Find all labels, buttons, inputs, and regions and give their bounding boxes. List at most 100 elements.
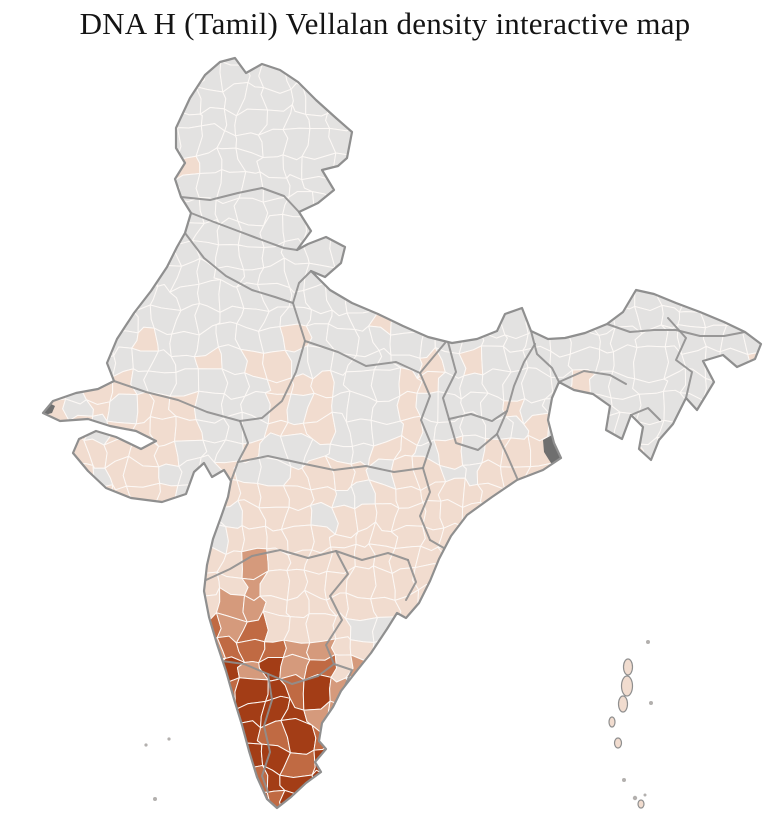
district-cell[interactable] bbox=[589, 262, 614, 293]
district-cell[interactable] bbox=[742, 321, 770, 356]
district-cell[interactable] bbox=[654, 609, 687, 644]
district-cell[interactable] bbox=[562, 127, 599, 154]
district-cell[interactable] bbox=[42, 543, 70, 574]
district-cell[interactable] bbox=[418, 771, 440, 798]
district-cell[interactable] bbox=[134, 102, 153, 135]
district-cell[interactable] bbox=[151, 199, 181, 224]
district-cell[interactable] bbox=[0, 764, 26, 792]
district-cell[interactable] bbox=[677, 39, 704, 68]
district-cell[interactable] bbox=[326, 198, 359, 225]
district-cell[interactable] bbox=[16, 502, 49, 530]
district-cell[interactable] bbox=[461, 521, 491, 550]
district-cell[interactable] bbox=[504, 107, 533, 133]
district-cell[interactable] bbox=[106, 527, 138, 552]
district-cell[interactable] bbox=[764, 419, 770, 438]
district-cell[interactable] bbox=[460, 434, 486, 466]
district-cell[interactable] bbox=[675, 193, 711, 219]
district-cell[interactable] bbox=[175, 659, 200, 686]
district-cell[interactable] bbox=[504, 147, 530, 179]
district-cell[interactable] bbox=[679, 103, 708, 142]
district-cell[interactable] bbox=[655, 63, 686, 93]
district-cell[interactable] bbox=[764, 391, 770, 423]
district-cell[interactable] bbox=[0, 727, 24, 751]
district-cell[interactable] bbox=[199, 809, 216, 813]
district-cell[interactable] bbox=[764, 328, 770, 355]
district-cell[interactable] bbox=[436, 662, 458, 685]
district-cell[interactable] bbox=[609, 258, 634, 285]
district-cell[interactable] bbox=[41, 745, 72, 773]
district-cell[interactable] bbox=[60, 61, 95, 89]
district-cell[interactable] bbox=[0, 595, 27, 618]
district-cell[interactable] bbox=[675, 784, 705, 813]
district-cell[interactable] bbox=[18, 572, 49, 597]
district-cell[interactable] bbox=[631, 45, 659, 73]
district-cell[interactable] bbox=[436, 610, 469, 644]
district-cell[interactable] bbox=[699, 591, 726, 618]
district-cell[interactable] bbox=[371, 789, 396, 813]
district-cell[interactable] bbox=[743, 634, 770, 657]
district-cell[interactable] bbox=[654, 478, 680, 511]
district-cell[interactable] bbox=[65, 126, 95, 157]
district-cell[interactable] bbox=[506, 41, 535, 65]
district-cell[interactable] bbox=[5, 392, 18, 419]
district-cell[interactable] bbox=[325, 106, 358, 132]
district-cell[interactable] bbox=[570, 418, 595, 443]
district-cell[interactable] bbox=[413, 702, 438, 724]
district-cell[interactable] bbox=[456, 544, 491, 575]
district-cell[interactable] bbox=[87, 810, 109, 813]
district-cell[interactable] bbox=[443, 173, 471, 203]
district-cell[interactable] bbox=[574, 765, 591, 798]
district-cell[interactable] bbox=[548, 726, 579, 752]
district-cell[interactable] bbox=[461, 591, 490, 618]
district-cell[interactable] bbox=[37, 608, 70, 645]
district-cell[interactable] bbox=[596, 639, 623, 663]
district-cell[interactable] bbox=[415, 63, 444, 94]
district-cell[interactable] bbox=[0, 549, 27, 579]
district-cell[interactable] bbox=[173, 766, 201, 799]
district-cell[interactable] bbox=[718, 262, 751, 285]
district-cell[interactable] bbox=[347, 158, 370, 179]
district-cell[interactable] bbox=[374, 676, 403, 709]
district-cell[interactable] bbox=[528, 700, 557, 733]
district-cell[interactable] bbox=[151, 656, 179, 688]
district-cell[interactable] bbox=[326, 213, 359, 244]
district-cell[interactable] bbox=[151, 569, 181, 601]
district-cell[interactable] bbox=[351, 168, 375, 203]
district-cell[interactable] bbox=[172, 43, 205, 72]
district-cell[interactable] bbox=[455, 239, 487, 269]
district-cell[interactable] bbox=[437, 196, 466, 227]
district-cell[interactable] bbox=[397, 679, 415, 707]
district-cell[interactable] bbox=[173, 741, 198, 777]
district-cell[interactable] bbox=[311, 769, 330, 793]
district-cell[interactable] bbox=[586, 434, 616, 467]
district-cell[interactable] bbox=[677, 641, 714, 665]
district-cell[interactable] bbox=[128, 198, 158, 224]
district-cell[interactable] bbox=[575, 795, 590, 812]
district-cell[interactable] bbox=[242, 807, 268, 813]
district-cell[interactable] bbox=[3, 224, 28, 248]
district-cell[interactable] bbox=[749, 220, 769, 245]
district-cell[interactable] bbox=[524, 125, 555, 158]
district-cell[interactable] bbox=[76, 286, 111, 312]
district-cell[interactable] bbox=[45, 84, 68, 113]
district-cell[interactable] bbox=[477, 596, 512, 621]
district-cell[interactable] bbox=[194, 390, 225, 424]
island[interactable] bbox=[637, 799, 645, 809]
district-cell[interactable] bbox=[700, 458, 728, 491]
district-cell[interactable] bbox=[705, 217, 730, 249]
district-cell[interactable] bbox=[80, 41, 119, 63]
district-cell[interactable] bbox=[636, 655, 666, 681]
district-cell[interactable] bbox=[213, 786, 246, 809]
district-cell[interactable] bbox=[345, 747, 379, 772]
district-cell[interactable] bbox=[14, 396, 48, 425]
district-cell[interactable] bbox=[90, 590, 115, 621]
district-cell[interactable] bbox=[0, 746, 19, 771]
district-cell[interactable] bbox=[481, 658, 511, 689]
district-cell[interactable] bbox=[192, 718, 224, 751]
district-cell[interactable] bbox=[16, 439, 48, 461]
district-cell[interactable] bbox=[460, 61, 490, 94]
district-cell[interactable] bbox=[747, 267, 770, 286]
district-cell[interactable] bbox=[103, 658, 137, 689]
district-cell[interactable] bbox=[18, 155, 48, 178]
district-cell[interactable] bbox=[417, 584, 438, 622]
